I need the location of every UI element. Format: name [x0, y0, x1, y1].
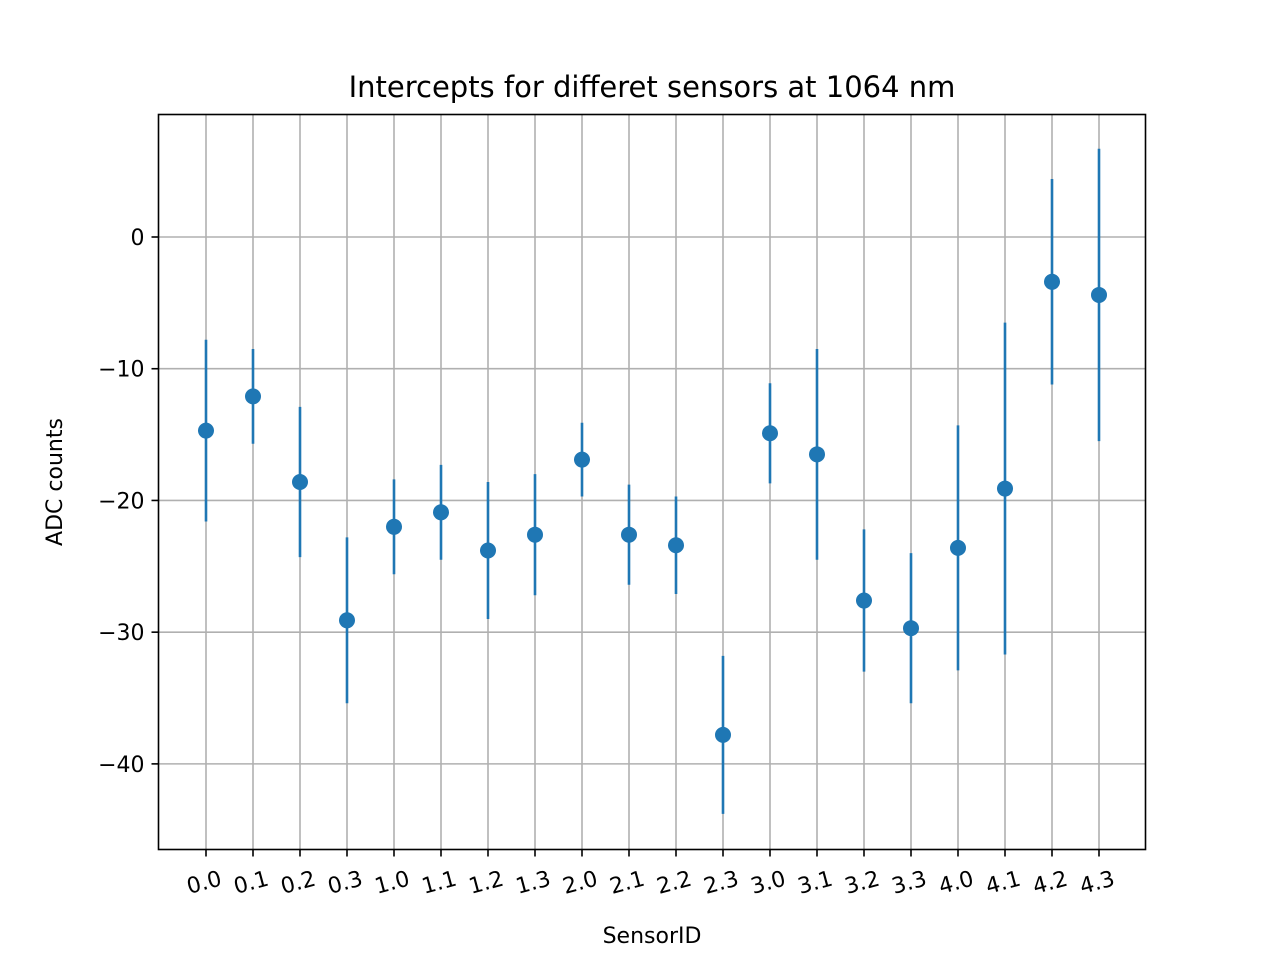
- x-tick-label: 1.2: [466, 867, 506, 900]
- data-point: [574, 451, 590, 468]
- x-tick-labels: 0.0 0.1 0.2 0.3 1.0 1.1 1.2 1.3 2.0 2.1 2.2 2.3 3.0 3…: [184, 867, 1117, 900]
- x-tick-label: 2.2: [654, 867, 694, 900]
- data-point: [527, 526, 543, 543]
- data-point: [997, 480, 1013, 497]
- x-tick-label: 0.3: [325, 867, 365, 900]
- data-point: [762, 425, 778, 442]
- x-tick-label: 0.2: [278, 867, 318, 900]
- data-point: [715, 726, 731, 743]
- data-point: [950, 539, 966, 556]
- x-tick-label: 0.0: [184, 867, 224, 900]
- data-point: [480, 542, 496, 559]
- data-point: [292, 474, 308, 490]
- plot-frame: [157, 113, 1147, 851]
- y-tick-label: 0: [131, 226, 145, 251]
- data-point: [856, 592, 872, 609]
- data-point: [809, 446, 825, 463]
- x-tick-label: 0.1: [231, 867, 271, 900]
- data-point: [903, 620, 919, 637]
- y-axis-label: ADC counts: [43, 418, 68, 546]
- x-tick-label: 3.1: [795, 867, 835, 900]
- x-tick-label: 2.3: [701, 867, 741, 900]
- data-point: [339, 612, 355, 629]
- x-tick-label: 3.3: [889, 867, 929, 900]
- data-point: [668, 537, 684, 554]
- data-point: [198, 422, 214, 439]
- x-tick-label: 1.3: [513, 867, 553, 900]
- x-tick-label: 3.0: [748, 867, 788, 900]
- x-tick-label: 1.0: [372, 867, 412, 900]
- x-tick-label: 4.0: [936, 867, 976, 900]
- data-series: [198, 148, 1107, 814]
- y-tick-label: −10: [98, 358, 144, 383]
- data-point: [1091, 286, 1107, 303]
- x-tick-label: 3.2: [842, 867, 882, 900]
- x-tick-label: 4.1: [983, 867, 1023, 900]
- x-axis-label: SensorID: [603, 924, 702, 949]
- data-point: [1044, 273, 1060, 290]
- x-tick-label: 2.0: [560, 867, 600, 900]
- chart-title: Intercepts for differet sensors at 1064 …: [349, 70, 956, 104]
- y-tick-label: −40: [98, 753, 144, 778]
- y-tick-label: −20: [98, 489, 144, 514]
- data-point: [245, 388, 261, 405]
- y-tick-labels: 0 −10 −20 −30 −40: [98, 226, 144, 778]
- y-tick-label: −30: [98, 621, 144, 646]
- x-tick-label: 4.2: [1030, 867, 1070, 900]
- data-point: [621, 526, 637, 543]
- data-point: [386, 518, 402, 535]
- x-tick-label: 4.3: [1077, 867, 1117, 900]
- axis-ticks: [151, 236, 1100, 857]
- x-tick-label: 1.1: [419, 867, 459, 900]
- x-tick-label: 2.1: [607, 867, 647, 900]
- data-point: [433, 504, 449, 521]
